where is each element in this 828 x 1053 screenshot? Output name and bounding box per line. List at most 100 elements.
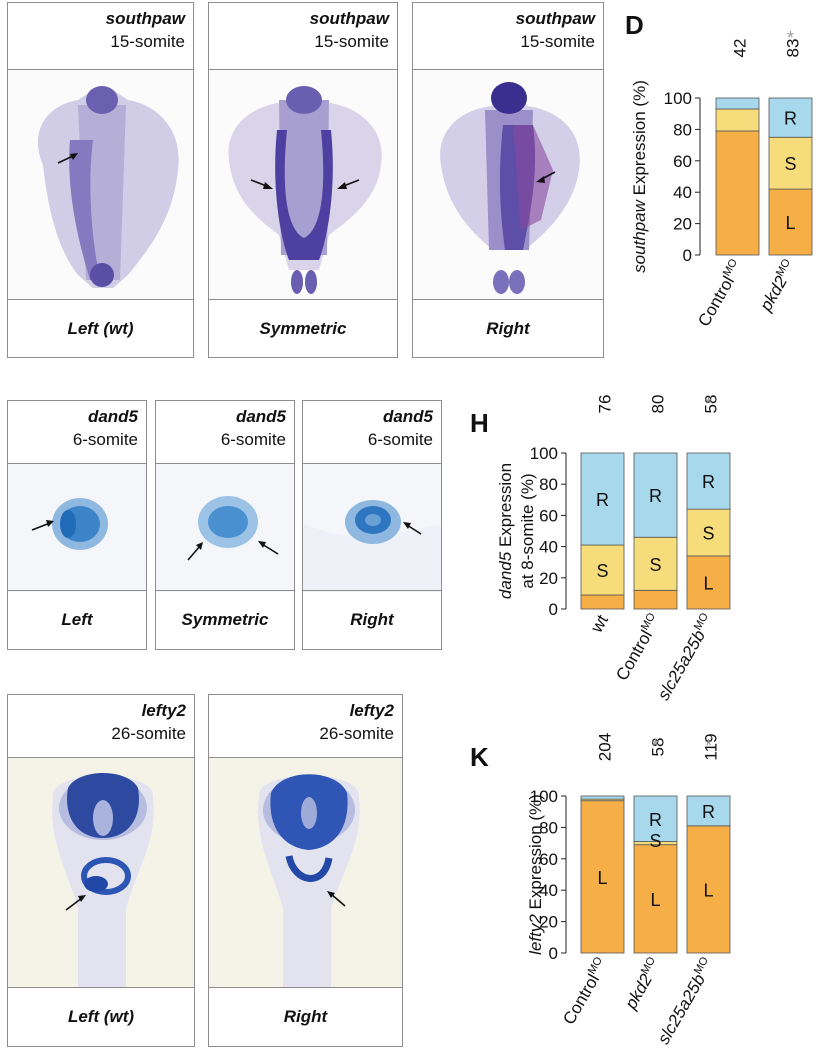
y-tick-label: 20 xyxy=(673,215,692,234)
y-tick-label: 0 xyxy=(683,246,692,265)
y-axis-label-line2: at 8-somite (%) xyxy=(518,473,537,588)
bar-segment-R xyxy=(686,795,731,827)
stage-label: 15-somite xyxy=(110,32,185,51)
n-count: 58 xyxy=(649,738,668,757)
gene-label: dand5 xyxy=(382,407,433,426)
embryo-image xyxy=(303,464,441,592)
stage-label: 26-somite xyxy=(111,724,186,743)
embryo-image xyxy=(8,70,193,300)
significance-star: * xyxy=(787,28,794,48)
significance-star: * xyxy=(705,394,712,414)
panel-J: lefty2 26-somite Right xyxy=(208,694,403,1047)
bar-segment-L xyxy=(580,800,625,954)
embryo-image xyxy=(8,464,146,592)
y-tick-label: 0 xyxy=(549,944,558,963)
y-axis-label: lefty2 Expression (%) xyxy=(526,794,545,955)
panel-C: southpaw 15-somite Right xyxy=(412,2,604,358)
panel-F: dand5 6-somite Symmetric xyxy=(155,400,295,650)
panel-B: southpaw 15-somite Symmetric xyxy=(208,2,398,358)
embryo-image xyxy=(209,758,402,988)
pattern-label: Right xyxy=(209,987,402,1046)
y-tick-label: 20 xyxy=(539,913,558,932)
segment-label: S xyxy=(649,555,661,575)
gene-label: lefty2 xyxy=(349,701,394,720)
y-tick-label: 100 xyxy=(530,444,558,463)
bar-segment-R xyxy=(580,795,625,800)
segment-label: L xyxy=(703,573,713,593)
n-count: 76 xyxy=(596,395,615,414)
segment-label: S xyxy=(784,154,796,174)
bar-segment-R xyxy=(715,97,760,110)
gene-label: southpaw xyxy=(515,9,595,28)
significance-star: * xyxy=(652,736,659,756)
y-tick-label: 80 xyxy=(673,120,692,139)
n-count: 83 xyxy=(784,39,803,58)
segment-label: L xyxy=(650,890,660,910)
segment-label: R xyxy=(649,810,662,830)
category-label: pkd2MO xyxy=(620,955,665,1014)
y-axis-label: southpaw Expression (%) xyxy=(630,80,649,273)
category-label: ControlMO xyxy=(558,955,612,1028)
y-tick-label: 40 xyxy=(673,183,692,202)
panel-E: dand5 6-somite Left xyxy=(7,400,147,650)
bar-segment-R xyxy=(633,452,678,538)
embryo-image xyxy=(413,70,603,300)
panel-label-H: H xyxy=(470,408,489,438)
pattern-label: Left (wt) xyxy=(8,987,194,1046)
embryo-image xyxy=(156,464,294,592)
segment-label: L xyxy=(785,213,795,233)
segment-label: S xyxy=(702,524,714,544)
y-tick-label: 60 xyxy=(539,850,558,869)
pattern-label: Left xyxy=(8,590,146,649)
category-label: slc25a25bMO xyxy=(653,955,718,1048)
y-tick-label: 80 xyxy=(539,818,558,837)
pattern-label: Right xyxy=(303,590,441,649)
bar-segment-S xyxy=(768,136,813,190)
y-tick-label: 60 xyxy=(673,152,692,171)
panel-I: lefty2 26-somite Left (wt) xyxy=(7,694,195,1047)
gene-label: lefty2 xyxy=(141,701,186,720)
n-count: 42 xyxy=(731,39,750,58)
y-tick-label: 100 xyxy=(664,89,692,108)
segment-label: R xyxy=(702,802,715,822)
segment-label: R xyxy=(596,490,609,510)
bar-segment-R xyxy=(580,452,625,546)
y-tick-label: 40 xyxy=(539,538,558,557)
y-tick-label: 100 xyxy=(530,787,558,806)
panel-G: dand5 6-somite Right xyxy=(302,400,442,650)
n-count: 119 xyxy=(702,733,721,760)
stage-label: 6-somite xyxy=(72,430,138,449)
panel-label-K: K xyxy=(470,742,489,772)
y-tick-label: 20 xyxy=(539,569,558,588)
pattern-label: Right xyxy=(413,299,603,357)
bar-segment-S xyxy=(686,508,731,557)
bar-segment-L xyxy=(715,130,760,256)
panel-A: southpaw 15-somite Left (wt) xyxy=(7,2,194,358)
pattern-label: Symmetric xyxy=(156,590,294,649)
segment-label: S xyxy=(649,831,661,851)
gene-label: southpaw xyxy=(105,9,185,28)
stage-label: 6-somite xyxy=(220,430,286,449)
segment-label: R xyxy=(784,109,797,129)
segment-label: L xyxy=(597,868,607,888)
segment-label: R xyxy=(649,486,662,506)
segment-label: S xyxy=(596,561,608,581)
bar-segment-L xyxy=(768,188,813,256)
bar-segment-R xyxy=(768,97,813,138)
stage-label: 15-somite xyxy=(520,32,595,51)
significance-star: * xyxy=(705,736,712,756)
pattern-label: Symmetric xyxy=(209,299,397,357)
stage-label: 15-somite xyxy=(314,32,389,51)
segment-label: R xyxy=(702,472,715,492)
gene-label: southpaw xyxy=(309,9,389,28)
bar-segment-L xyxy=(686,555,731,610)
bar-segment-R xyxy=(633,795,678,842)
panel-label-D: D xyxy=(625,10,644,40)
stage-label: 6-somite xyxy=(367,430,433,449)
bar-segment-S xyxy=(580,544,625,596)
y-tick-label: 60 xyxy=(539,506,558,525)
bar-segment-R xyxy=(686,452,731,510)
gene-label: dand5 xyxy=(235,407,286,426)
